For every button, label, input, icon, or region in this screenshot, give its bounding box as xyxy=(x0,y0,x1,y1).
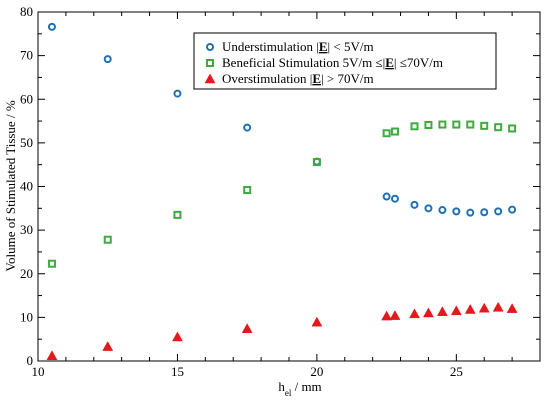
square-point xyxy=(173,210,182,219)
legend-text-part: | < 5V/m xyxy=(328,39,374,54)
circle-point xyxy=(452,207,461,216)
triangle-point xyxy=(172,331,183,342)
x-axis-label-sub: el xyxy=(285,388,292,398)
legend-text-part: Overstimulation | xyxy=(222,71,312,86)
triangle-point xyxy=(46,350,58,361)
square-point xyxy=(424,120,433,129)
circle-point xyxy=(47,22,56,31)
x-tick-label: 20 xyxy=(310,364,323,379)
circle-point xyxy=(480,208,489,217)
circle-point xyxy=(382,192,391,201)
y-tick-label: 60 xyxy=(20,91,33,106)
legend-marker-square xyxy=(206,59,214,67)
square-point xyxy=(494,123,503,132)
square-point xyxy=(480,121,489,130)
square-point xyxy=(410,122,419,131)
legend-text-part: | ≤70V/m xyxy=(394,55,443,70)
legend-field-symbol: E xyxy=(312,71,321,86)
y-tick-label: 80 xyxy=(20,4,33,19)
square-point xyxy=(452,120,461,129)
legend-text-part: | > 70V/m xyxy=(321,71,374,86)
circle-point xyxy=(103,55,112,64)
legend-entry-label: Beneficial Stimulation 5V/m ≤|E| ≤70V/m xyxy=(222,55,443,70)
triangle-point xyxy=(506,303,518,313)
legend-marker-triangle xyxy=(204,73,216,84)
y-tick-label: 20 xyxy=(20,266,33,281)
square-point xyxy=(47,259,56,268)
triangle-point xyxy=(464,304,476,314)
triangle-point xyxy=(241,323,253,333)
circle-point xyxy=(494,207,503,216)
legend-text-part: Beneficial Stimulation 5V/m ≤| xyxy=(222,55,385,70)
legend-entry-label: Overstimulation |E| > 70V/m xyxy=(222,71,374,86)
circle-point xyxy=(410,200,419,209)
square-point xyxy=(508,124,517,133)
x-tick-label: 15 xyxy=(171,364,184,379)
y-tick-label: 70 xyxy=(20,48,33,63)
circle-point xyxy=(438,206,447,215)
y-tick-label: 40 xyxy=(20,179,33,194)
legend-field-symbol: E xyxy=(385,55,394,70)
triangle-point xyxy=(492,301,504,312)
legend-entry-label: Understimulation |E| < 5V/m xyxy=(222,39,374,54)
square-point xyxy=(312,158,321,167)
square-point xyxy=(438,120,447,129)
y-tick-label: 50 xyxy=(20,135,33,150)
y-tick-label: 10 xyxy=(20,309,33,324)
triangle-point xyxy=(311,316,323,327)
x-axis-label: hel / mm xyxy=(278,379,321,398)
circle-point xyxy=(466,208,475,217)
legend-field-symbol: E xyxy=(319,39,328,54)
circle-point xyxy=(173,89,182,98)
square-point xyxy=(243,185,252,194)
circle-point xyxy=(424,204,433,213)
circle-point xyxy=(390,194,399,203)
circle-point xyxy=(508,205,517,214)
data-marks xyxy=(46,22,518,361)
square-point xyxy=(390,127,399,136)
legend-box xyxy=(193,32,497,90)
square-point xyxy=(103,235,112,244)
x-axis-label-main: h xyxy=(278,379,285,394)
x-axis-label-unit: / mm xyxy=(291,379,321,394)
legend-text-part: Understimulation | xyxy=(222,39,319,54)
y-tick-label: 0 xyxy=(27,353,34,368)
triangle-point xyxy=(478,302,490,313)
triangle-point xyxy=(409,308,420,319)
y-axis-label: Volume of Stimulated Tissue / % xyxy=(3,100,18,271)
triangle-point xyxy=(381,310,393,321)
square-point xyxy=(466,120,475,129)
triangle-point xyxy=(423,307,434,318)
circle-point xyxy=(243,123,252,132)
triangle-point xyxy=(436,306,448,316)
triangle-point xyxy=(102,341,114,351)
legend-marker-circle xyxy=(206,43,214,51)
triangle-point xyxy=(389,310,401,320)
square-point xyxy=(382,129,391,138)
y-tick-label: 30 xyxy=(20,222,33,237)
x-tick-label: 10 xyxy=(32,364,45,379)
x-tick-label: 25 xyxy=(450,364,463,379)
triangle-point xyxy=(450,305,462,316)
